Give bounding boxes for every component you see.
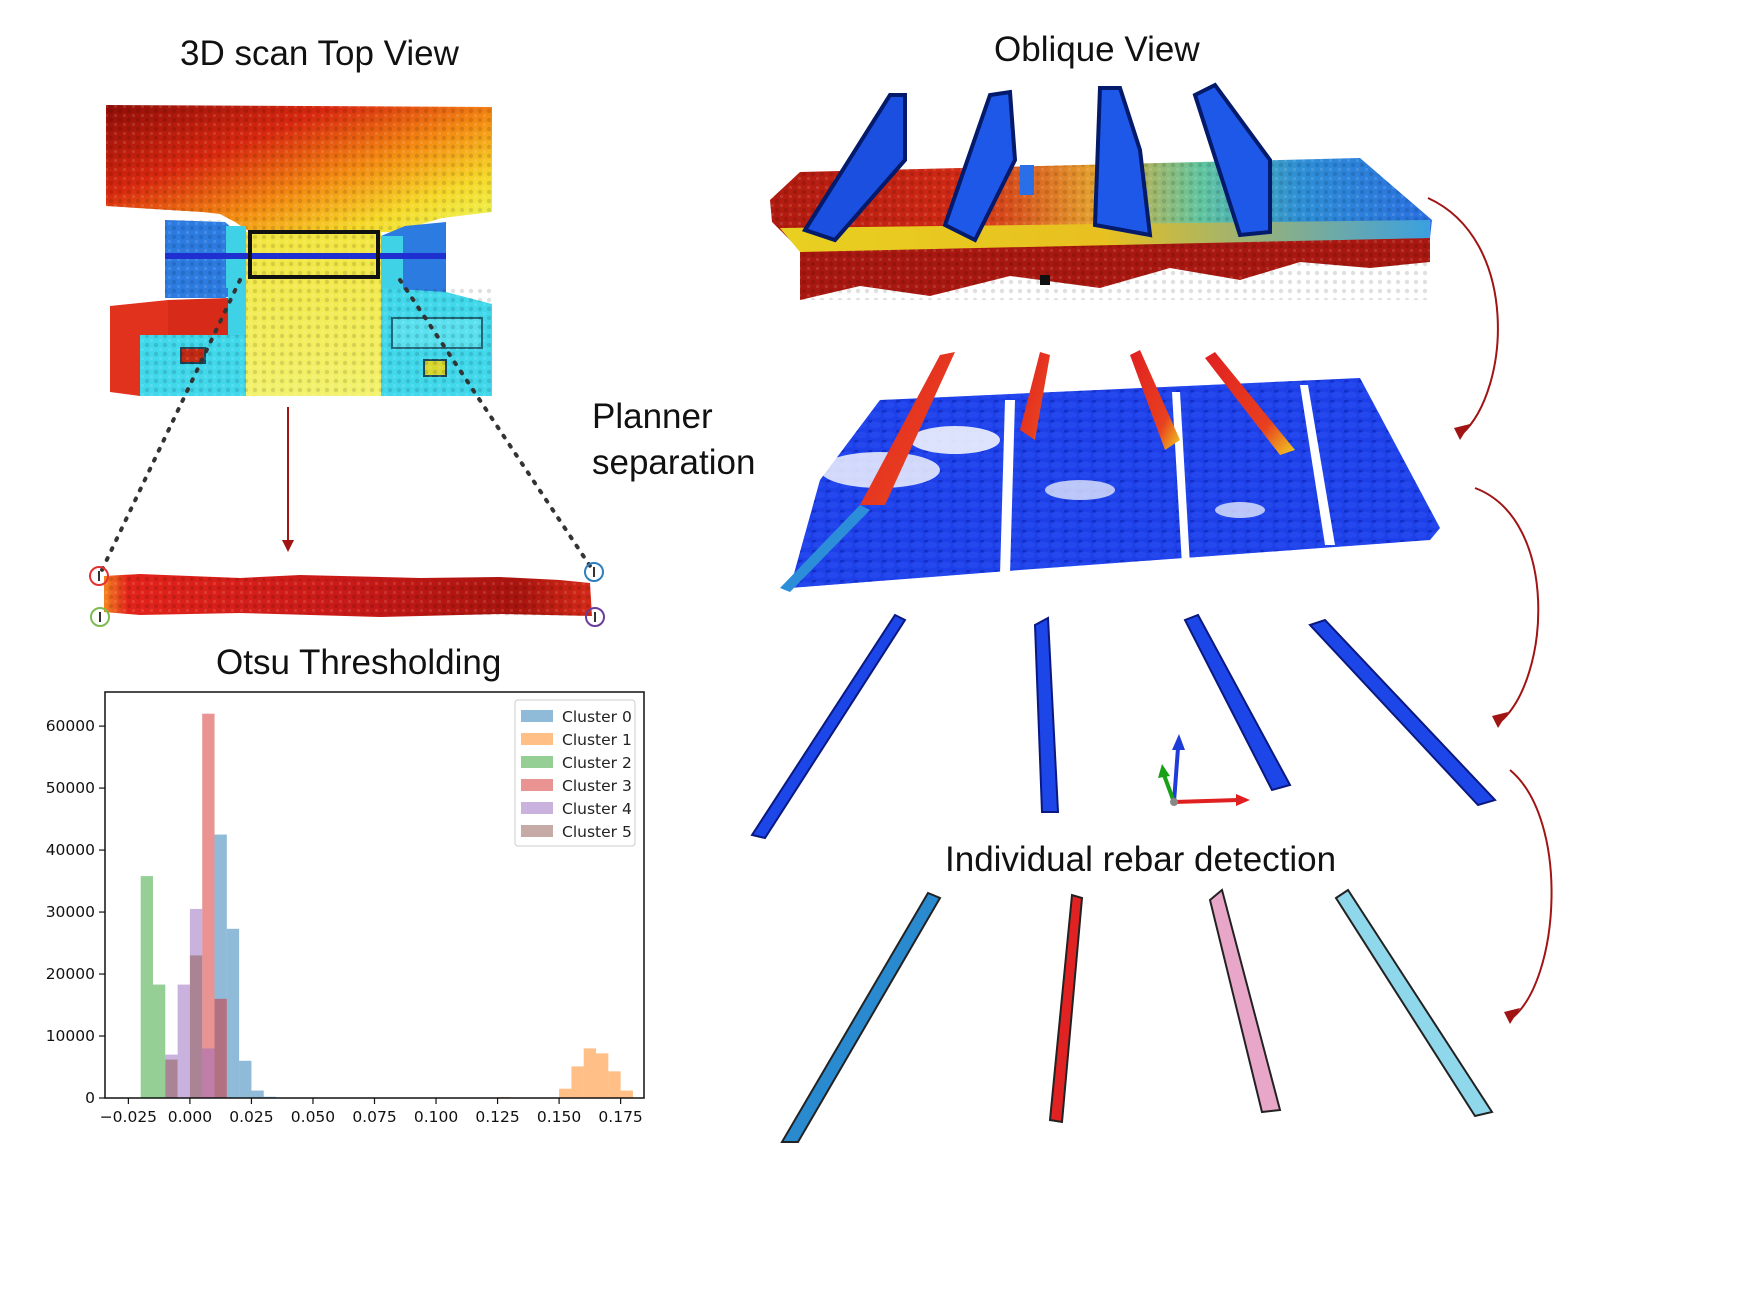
planner-separation-line1: Planner	[592, 397, 713, 436]
histogram-bar-cluster-3	[214, 998, 227, 1098]
extracted-strip	[104, 574, 592, 617]
y-tick-label: 0	[85, 1089, 95, 1107]
flow-arrow-2	[1474, 487, 1540, 723]
histogram-bar-cluster-5	[165, 1059, 178, 1098]
axis-x	[1173, 798, 1239, 804]
legend-swatch	[521, 779, 553, 791]
rebar-instance-3	[1208, 888, 1282, 1114]
corner-marker-purple	[585, 607, 605, 627]
separated-rebars	[750, 613, 1497, 840]
legend-swatch	[521, 733, 553, 745]
y-tick-label: 10000	[46, 1027, 95, 1045]
axis-y	[1162, 774, 1176, 803]
x-tick-label: 0.150	[537, 1108, 581, 1126]
axis-z	[1172, 747, 1180, 803]
projection-lines	[99, 278, 596, 574]
down-arrow	[282, 407, 294, 552]
y-tick-label: 60000	[46, 717, 95, 735]
oblique-view-scan	[770, 82, 1432, 300]
histogram-bar-cluster-0	[251, 1090, 264, 1098]
histogram-bar-cluster-2	[152, 984, 166, 1098]
x-tick-label: 0.100	[414, 1108, 458, 1126]
histogram-bar-cluster-0	[239, 1060, 252, 1098]
flow-arrow-1	[1427, 197, 1499, 435]
legend-entry-label: Cluster 0	[562, 708, 632, 726]
coordinate-axes	[1158, 734, 1250, 806]
legend-swatch	[521, 825, 553, 837]
histogram-bar-cluster-1	[583, 1048, 597, 1098]
histogram-bar-cluster-1	[596, 1053, 609, 1098]
legend-entry-label: Cluster 5	[562, 823, 632, 841]
y-tick-label: 50000	[46, 779, 95, 797]
histogram-bar-cluster-4	[202, 1048, 215, 1098]
flow-arrows	[1427, 197, 1553, 1019]
x-tick-label: 0.125	[475, 1108, 519, 1126]
legend-entry-label: Cluster 2	[562, 754, 632, 772]
histogram-bar-cluster-4	[177, 984, 190, 1098]
x-tick-label: 0.025	[229, 1108, 273, 1126]
y-tick-label: 20000	[46, 965, 95, 983]
legend-swatch	[521, 802, 553, 814]
y-tick-label: 30000	[46, 903, 95, 921]
corner-marker-green	[90, 607, 110, 627]
flow-arrowhead-3	[1504, 1008, 1520, 1024]
x-tick-label: 0.175	[598, 1108, 642, 1126]
legend-entry-label: Cluster 1	[562, 731, 632, 749]
otsu-title: Otsu Thresholding	[216, 643, 502, 682]
histogram-bar-cluster-1	[608, 1071, 621, 1098]
top-view-scan	[106, 105, 492, 396]
y-tick-label: 40000	[46, 841, 95, 859]
individual-rebars	[780, 888, 1494, 1143]
selection-box	[248, 230, 380, 279]
legend-entry-label: Cluster 4	[562, 800, 632, 818]
histogram-bar-cluster-0	[226, 928, 240, 1098]
corner-marker-red	[89, 566, 109, 586]
x-tick-label: 0.075	[352, 1108, 396, 1126]
legend-entry-label: Cluster 3	[562, 777, 632, 795]
flow-arrow-3	[1509, 769, 1553, 1019]
histogram-bar-cluster-2	[140, 876, 153, 1098]
legend-swatch	[521, 710, 553, 722]
top-view-title: 3D scan Top View	[180, 34, 459, 73]
histogram-bar-cluster-1	[571, 1066, 584, 1098]
histogram-bar-cluster-3	[202, 713, 215, 1098]
x-tick-label: 0.000	[168, 1108, 212, 1126]
corner-marker-blue	[584, 562, 604, 582]
x-axis-ticks: −0.025 0.000 0.025 0.050 0.075 0.100 0.125 0.15…	[100, 1098, 643, 1126]
rebar-instance-2	[1048, 893, 1084, 1124]
planar-separation-scan	[780, 350, 1440, 592]
y-axis-ticks: 0 10000 20000 30000 40000 50000 60000	[46, 717, 105, 1107]
legend: Cluster 0 Cluster 1 Cluster 2 Cluster 3 Clus…	[514, 699, 636, 847]
corner-markers	[89, 562, 605, 627]
histogram-bar-cluster-5	[189, 955, 203, 1098]
planner-separation-label: Planner separation	[592, 394, 755, 486]
planner-separation-line2: separation	[592, 443, 756, 482]
oblique-view-title: Oblique View	[994, 30, 1200, 69]
legend-swatch	[521, 756, 553, 768]
flow-arrowhead-2	[1492, 712, 1508, 728]
otsu-histogram: −0.025 0.000 0.025 0.050 0.075 0.100 0.125 0.15…	[46, 691, 645, 1126]
histogram-bars	[140, 713, 633, 1098]
histogram-bar-cluster-1	[620, 1090, 633, 1098]
rebar-instance-1	[780, 891, 942, 1143]
rebar-instance-4	[1334, 888, 1494, 1118]
individual-rebar-title: Individual rebar detection	[945, 840, 1337, 879]
histogram-bar-cluster-1	[559, 1088, 572, 1098]
flow-arrowhead-1	[1454, 424, 1470, 440]
x-tick-label: 0.050	[291, 1108, 335, 1126]
x-tick-label: −0.025	[100, 1108, 157, 1126]
